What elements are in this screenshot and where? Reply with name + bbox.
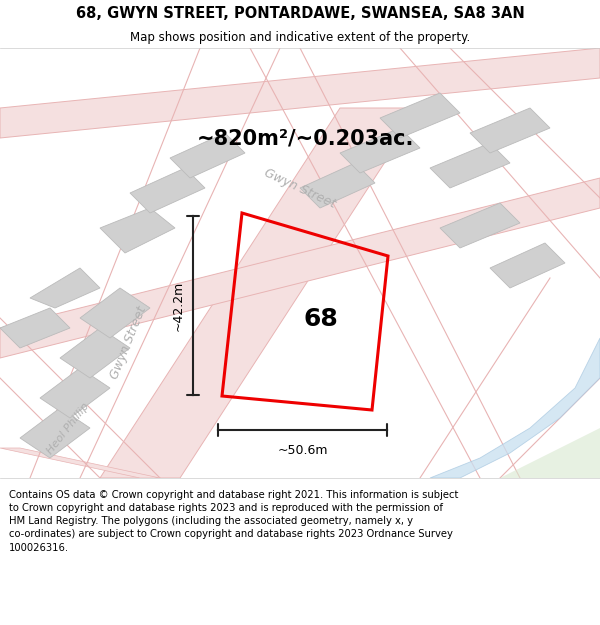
Polygon shape [380,93,460,138]
Polygon shape [430,338,600,478]
Polygon shape [0,308,70,348]
Polygon shape [490,243,565,288]
Polygon shape [470,108,550,153]
Polygon shape [340,128,420,173]
Text: Map shows position and indicative extent of the property.: Map shows position and indicative extent… [130,31,470,44]
Polygon shape [170,133,245,178]
Text: ~42.2m: ~42.2m [172,281,185,331]
Text: 68: 68 [304,307,338,331]
Polygon shape [100,108,420,478]
Polygon shape [440,203,520,248]
Text: Gwyn Street: Gwyn Street [262,166,338,210]
Polygon shape [60,328,130,378]
Polygon shape [30,268,100,308]
Polygon shape [80,288,150,338]
Text: Gwyn Street: Gwyn Street [107,305,149,381]
Polygon shape [300,163,375,208]
Polygon shape [500,428,600,478]
Text: Contains OS data © Crown copyright and database right 2021. This information is : Contains OS data © Crown copyright and d… [9,490,458,552]
Polygon shape [430,143,510,188]
Polygon shape [20,408,90,458]
Text: 68, GWYN STREET, PONTARDAWE, SWANSEA, SA8 3AN: 68, GWYN STREET, PONTARDAWE, SWANSEA, SA… [76,6,524,21]
Polygon shape [0,178,600,358]
Text: ~50.6m: ~50.6m [277,444,328,457]
Polygon shape [0,448,160,478]
Polygon shape [100,208,175,253]
Polygon shape [0,48,600,138]
Text: ~820m²/~0.203ac.: ~820m²/~0.203ac. [196,128,413,148]
Text: Heol Phillip: Heol Phillip [45,401,91,456]
Polygon shape [40,368,110,418]
Polygon shape [130,168,205,213]
